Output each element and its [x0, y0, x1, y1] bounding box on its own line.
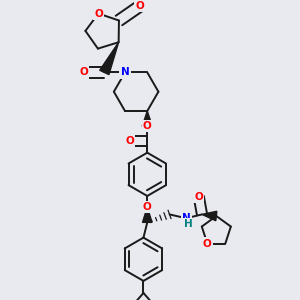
- Text: O: O: [125, 136, 134, 146]
- Text: O: O: [194, 192, 203, 202]
- Text: O: O: [143, 121, 152, 131]
- Polygon shape: [142, 111, 152, 126]
- Text: O: O: [143, 202, 152, 212]
- Text: N: N: [182, 213, 190, 223]
- Text: N: N: [121, 68, 129, 77]
- Polygon shape: [202, 211, 217, 221]
- Text: O: O: [79, 68, 88, 77]
- Text: H: H: [184, 219, 193, 229]
- Text: O: O: [203, 238, 212, 249]
- Text: O: O: [94, 8, 103, 19]
- Polygon shape: [100, 42, 118, 75]
- Text: O: O: [135, 1, 144, 11]
- Polygon shape: [142, 207, 152, 222]
